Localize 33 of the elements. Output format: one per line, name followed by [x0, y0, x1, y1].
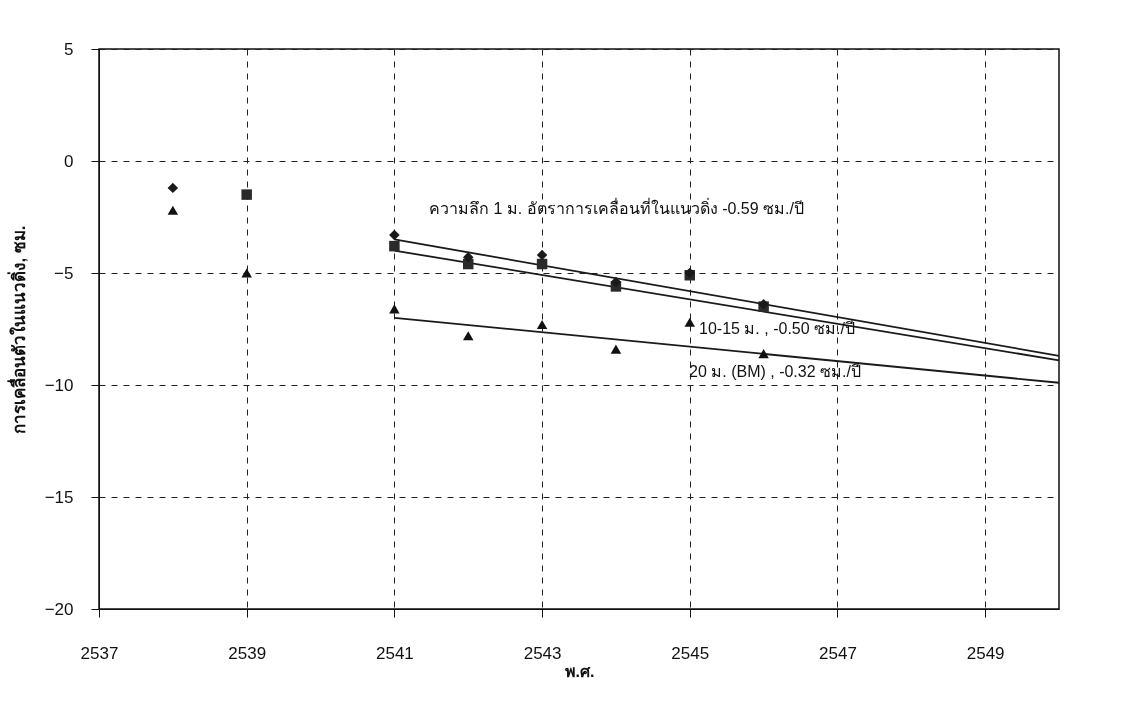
x-tick-label: 2545 — [671, 643, 710, 663]
annotation: ความลึก 1 ม. อัตราการเคลื่อนที่ในแนวดิ่ง -0.59 ซม./ปี — [429, 197, 804, 217]
point — [389, 229, 400, 241]
y-tick-label: 5 — [64, 39, 74, 59]
x-tick-label: 2549 — [966, 643, 1005, 663]
x-tick-label: 2543 — [523, 643, 562, 663]
point — [462, 252, 474, 263]
point — [462, 331, 474, 341]
y-tick-label: −20 — [44, 599, 74, 619]
point — [536, 319, 548, 330]
point — [167, 205, 179, 215]
point — [684, 317, 696, 327]
y-tick-label: −5 — [54, 263, 74, 283]
x-tick-label: 2541 — [375, 643, 414, 663]
y-tick-label: 0 — [64, 151, 74, 171]
y-tick-label: −10 — [44, 375, 74, 395]
y-tick-label: −15 — [44, 487, 74, 507]
x-axis-title: พ.ศ. — [564, 662, 595, 680]
point — [536, 249, 548, 261]
annotation: 10-15 ม. , -0.50 ซม./ปี — [699, 320, 855, 337]
point — [389, 240, 400, 252]
x-tick-label: 2537 — [80, 643, 119, 663]
x-tick-label: 2539 — [228, 643, 267, 663]
point — [241, 189, 252, 200]
point — [610, 276, 622, 288]
annotation: 20 ม. (BM) , -0.32 ซม./ปี — [689, 363, 861, 380]
x-tick-label: 2547 — [819, 643, 857, 663]
point — [389, 304, 400, 314]
point — [167, 182, 179, 194]
point — [610, 344, 622, 354]
y-axis-title: การเคลื่อนตัวในแนวดิ่ง, ซม. — [6, 225, 29, 434]
point — [758, 349, 769, 359]
point — [241, 268, 252, 278]
